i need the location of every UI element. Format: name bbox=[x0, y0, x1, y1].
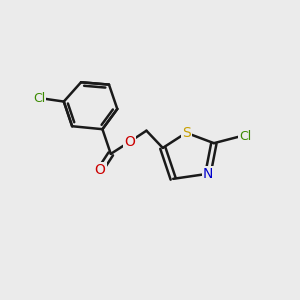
Text: N: N bbox=[203, 167, 213, 181]
Text: Cl: Cl bbox=[239, 130, 251, 143]
Text: S: S bbox=[182, 126, 190, 140]
Text: Cl: Cl bbox=[33, 92, 45, 105]
Text: O: O bbox=[124, 135, 135, 149]
Text: O: O bbox=[94, 163, 106, 177]
